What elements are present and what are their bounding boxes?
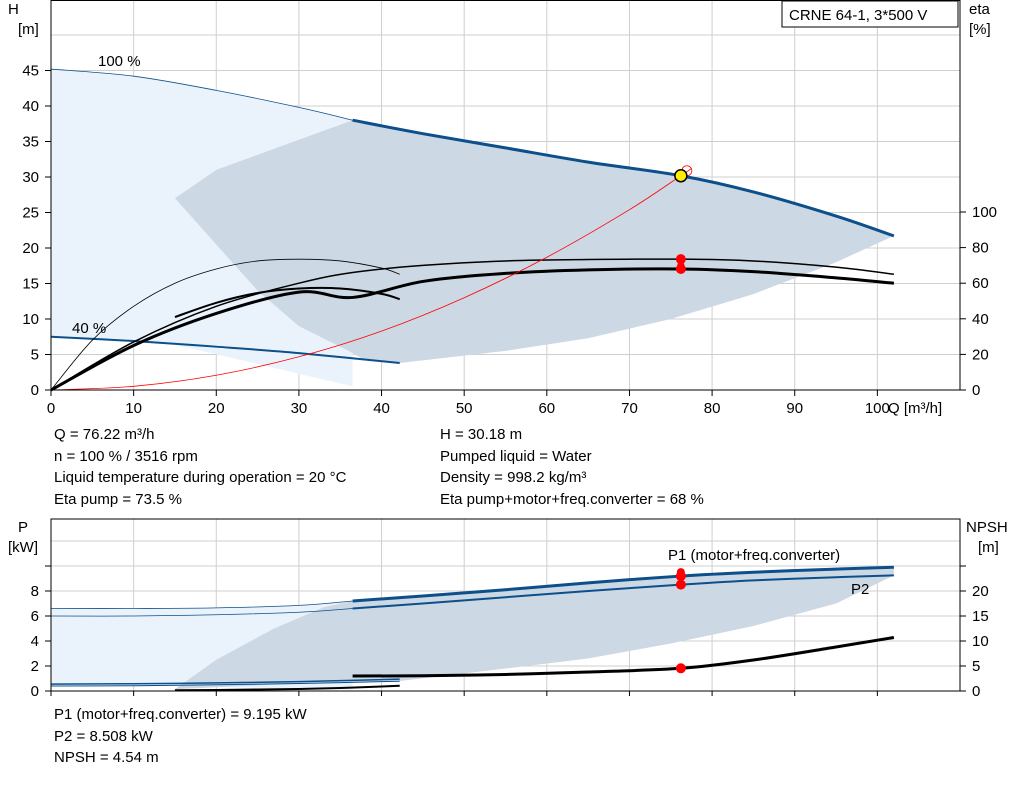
y-right-tick-label: 10 [972, 633, 989, 650]
y-left-tick-label: 2 [31, 658, 39, 675]
curve-P1_40 [50, 678, 400, 685]
y-left-tick-label: 30 [22, 169, 39, 186]
y-left-tick-label: 35 [22, 134, 39, 151]
x-tick-label: 80 [704, 400, 721, 417]
curve-P2 [352, 574, 894, 610]
duty-point-p1-marker [676, 568, 685, 577]
x-tick-label: 30 [291, 400, 308, 417]
info-eta-total: Eta pump+motor+freq.converter = 68 % [440, 490, 704, 508]
info-density: Density = 998.2 kg/m³ [440, 469, 587, 486]
duty-point-marker [677, 261, 685, 269]
info-left-block: Q = 76.22 m³/h n = 100 % / 3516 rpm Liqu… [54, 424, 346, 510]
x-tick-label: 90 [786, 400, 803, 417]
y-left-tick-label: 5 [31, 347, 39, 364]
info-right-block: H = 30.18 m Pumped liquid = Water Densit… [440, 424, 704, 510]
y-right-tick-label: 20 [972, 346, 989, 363]
info-speed: n = 100 % / 3516 rpm [54, 447, 198, 465]
info-p1: P1 (motor+freq.converter) = 9.195 kW [54, 706, 307, 723]
curve-P1 [352, 565, 894, 603]
y-left-unit: [m] [18, 21, 39, 38]
curve-label-40: 40 % [72, 320, 106, 337]
y-right-label: eta [969, 1, 991, 18]
info-pumped-liquid: Pumped liquid = Water [440, 447, 592, 465]
series-label-p1: P1 (motor+freq.converter) [668, 547, 840, 564]
y-left-tick-label: 40 [22, 98, 39, 115]
curve-H40 [50, 335, 400, 365]
x-tick-label: 10 [125, 400, 142, 417]
info-eta-pump: Eta pump = 73.5 % [54, 490, 182, 508]
curve-eta_pump_40 [50, 258, 400, 391]
y-left-unit: [kW] [8, 539, 38, 556]
y-right-tick-label: 15 [972, 608, 989, 625]
curve-NPSH_40 [174, 684, 400, 692]
series-label-p2: P2 [851, 581, 869, 598]
y-right-tick-label: 40 [972, 311, 989, 328]
curve-system_curve [50, 168, 692, 391]
curve-P2-extension [50, 608, 353, 617]
x-tick-label: 60 [538, 400, 555, 417]
y-right-tick-label: 100 [972, 204, 997, 221]
curve-eta_total [50, 267, 895, 392]
y-right-tick-label: 0 [972, 683, 980, 700]
head-efficiency-plot: 0 10 20 30 40 50 60 70 80 90 100 0 5 10 15 20 25 30 35 40 45… [8, 0, 997, 417]
y-left-tick-label: 15 [22, 276, 39, 293]
x-tick-label: 40 [373, 400, 390, 417]
y-right-label: NPSH [966, 519, 1008, 536]
x-tick-label: 0 [47, 400, 55, 417]
curve-H100 [352, 118, 895, 238]
y-right-tick-label: 0 [972, 382, 980, 399]
y-left-label: H [8, 1, 19, 18]
y-right-tick-label: 60 [972, 275, 989, 292]
duty-point-npsh [675, 663, 686, 674]
y-left-tick-label: 8 [31, 583, 39, 600]
curve-label-100: 100 % [98, 53, 141, 70]
x-tick-label: 20 [208, 400, 225, 417]
curve-eta_pump [50, 258, 894, 391]
curve-eta_total_40 [174, 286, 401, 318]
y-left-tick-label: 20 [22, 240, 39, 257]
curve-P2_40 [50, 680, 400, 687]
info-bottom-block: P1 (motor+freq.converter) = 9.195 kW P2 … [54, 704, 307, 769]
y-left-tick-label: 4 [31, 633, 39, 650]
x-tick-label: 70 [621, 400, 638, 417]
y-right-tick-label: 80 [972, 240, 989, 257]
operating-area-grey [175, 120, 894, 363]
x-tick-label: 100 [865, 400, 890, 417]
info-flow: Q = 76.22 m³/h [54, 426, 155, 443]
y-left-tick-label: 45 [22, 63, 39, 80]
y-right-tick-label: 5 [972, 658, 980, 675]
title-text: CRNE 64-1, 3*500 V [789, 7, 927, 24]
info-npsh: NPSH = 4.54 m [54, 749, 159, 766]
curve-P1-extension [50, 600, 353, 609]
y-left-tick-label: 0 [31, 683, 39, 700]
curve-h100-extension [50, 68, 353, 121]
y-left-tick-label: 10 [22, 311, 39, 328]
y-left-label: P [18, 519, 28, 536]
power-area-grey [175, 567, 894, 690]
y-right-tick-label: 20 [972, 583, 989, 600]
x-tick-label: 50 [456, 400, 473, 417]
title-box [781, 0, 959, 28]
y-left-tick-label: 0 [31, 382, 39, 399]
y-left-tick-label: 25 [22, 205, 39, 222]
duty-point-p2 [675, 579, 686, 590]
y-right-unit: [m] [978, 539, 999, 556]
x-axis-label: Q [m³/h] [888, 400, 942, 417]
info-p2: P2 = 8.508 kW [54, 727, 153, 745]
duty-point-eta-pump [675, 254, 686, 265]
curve-NPSH [352, 636, 895, 678]
plot-frame [50, 0, 961, 391]
duty-point-head [674, 168, 688, 183]
info-head: H = 30.18 m [440, 426, 523, 443]
info-liquid-temp: Liquid temperature during operation = 20… [54, 469, 347, 486]
plot-frame [50, 518, 961, 692]
y-left-tick-label: 6 [31, 608, 39, 625]
power-npsh-plot: 0 2 4 6 8 0 5 10 15 20 P [kW] NPSH [m] P1 (motor+freq.… [8, 518, 1008, 700]
y-right-unit: [%] [969, 21, 991, 38]
